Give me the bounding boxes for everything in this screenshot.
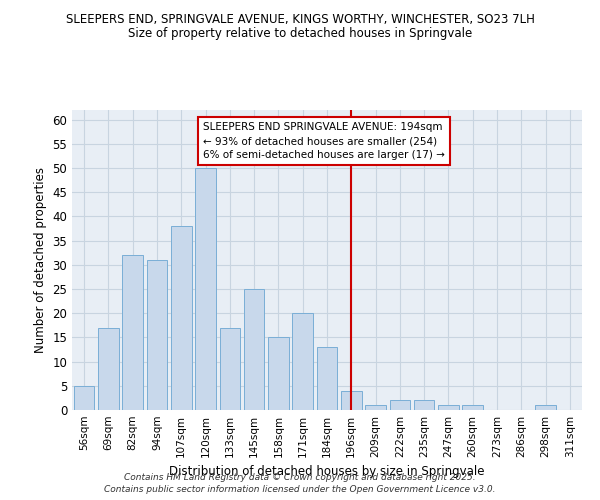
Text: SLEEPERS END, SPRINGVALE AVENUE, KINGS WORTHY, WINCHESTER, SO23 7LH: SLEEPERS END, SPRINGVALE AVENUE, KINGS W… (65, 12, 535, 26)
Bar (171, 226, 191, 410)
Bar (74, 386, 94, 410)
Bar (463, 405, 483, 410)
Text: Size of property relative to detached houses in Springvale: Size of property relative to detached ho… (128, 28, 472, 40)
Bar (146, 260, 167, 410)
Bar (535, 405, 556, 410)
Text: SLEEPERS END SPRINGVALE AVENUE: 194sqm
← 93% of detached houses are smaller (254: SLEEPERS END SPRINGVALE AVENUE: 194sqm ←… (203, 122, 445, 160)
Bar (98, 328, 119, 410)
Bar (414, 400, 434, 410)
Bar (244, 289, 265, 410)
Bar (341, 390, 362, 410)
Text: Contains HM Land Registry data © Crown copyright and database right 2025.: Contains HM Land Registry data © Crown c… (124, 473, 476, 482)
Bar (195, 168, 216, 410)
Bar (220, 328, 240, 410)
Bar (268, 338, 289, 410)
Y-axis label: Number of detached properties: Number of detached properties (34, 167, 47, 353)
Bar (122, 255, 143, 410)
Text: Contains public sector information licensed under the Open Government Licence v3: Contains public sector information licen… (104, 486, 496, 494)
Bar (389, 400, 410, 410)
Bar (365, 405, 386, 410)
Bar (317, 347, 337, 410)
Bar (292, 313, 313, 410)
Bar (438, 405, 459, 410)
X-axis label: Distribution of detached houses by size in Springvale: Distribution of detached houses by size … (169, 466, 485, 478)
